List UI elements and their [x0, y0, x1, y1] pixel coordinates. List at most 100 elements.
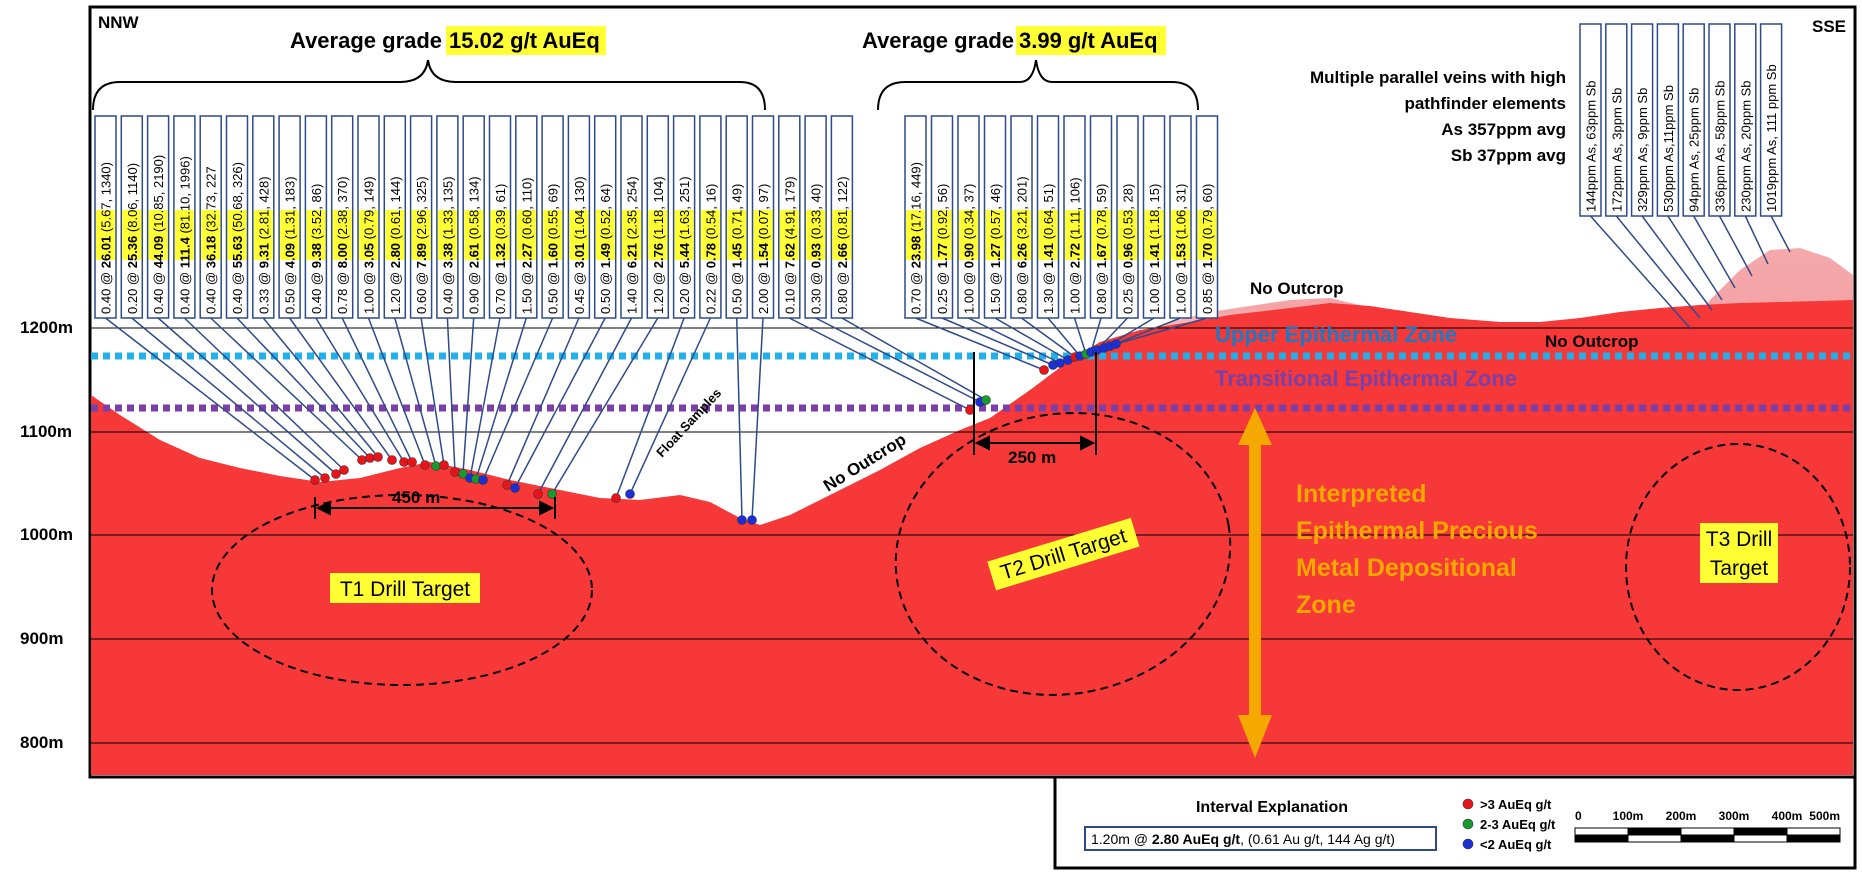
interval-grade-highlight	[227, 210, 247, 260]
interval-grade-highlight	[306, 210, 326, 260]
interval-label: 0.50 @ 4.09 (1.31, 183)	[283, 176, 298, 314]
pathfinder-box	[1734, 23, 1757, 217]
scale-segment	[1574, 834, 1629, 843]
scale-label: 500m	[1809, 809, 1840, 823]
sample-dot	[373, 452, 383, 462]
leader-line	[1115, 317, 1208, 345]
interval-label: 0.40 @ 3.38 (1.33, 135)	[440, 176, 455, 314]
leader-line	[157, 317, 337, 475]
interval-label: 1.00 @ 2.72 (1.11, 106)	[1068, 177, 1083, 314]
interval-label: 1.20 @ 2.76 (1.18, 104)	[651, 176, 666, 314]
pathfinder-label: 94ppm As, 25ppm Sb	[1687, 88, 1702, 212]
sample-dot	[439, 460, 449, 470]
interval-label: 0.60 @ 7.89 (2.96, 325)	[414, 176, 429, 314]
pathfinder-label: 172ppm As, 3ppm Sb	[1609, 88, 1624, 212]
interpreted-zone-arrow	[1238, 408, 1272, 758]
sample-dot	[611, 493, 621, 503]
leader-line	[968, 317, 1061, 364]
elevation-gridlines	[91, 327, 1853, 744]
scale-label: 300m	[1719, 809, 1750, 823]
pathfinder-box	[1579, 23, 1602, 217]
interval-grade-highlight	[1038, 210, 1058, 260]
direction-right: SSE	[1812, 17, 1846, 36]
brace-t2	[877, 59, 1199, 111]
sample-dot	[747, 515, 757, 525]
interval-label: 0.33 @ 9.31 (2.81, 428)	[256, 176, 271, 314]
sample-dot	[981, 395, 991, 405]
interval-grade-highlight	[437, 210, 457, 260]
leader-line	[1047, 317, 1081, 357]
leader-line	[262, 317, 379, 458]
t1-target-label: T1 Drill Target	[340, 578, 470, 601]
interval-label: 1.30 @ 1.41 (0.64, 51)	[1041, 184, 1056, 314]
scale-label: 400m	[1772, 809, 1803, 823]
sample-dot	[365, 453, 375, 463]
interval-grade-highlight	[595, 210, 615, 260]
interval-grade-highlight	[148, 210, 168, 260]
legend-title: Interval Explanation	[1196, 799, 1348, 816]
interval-grade-highlight	[332, 210, 352, 260]
interval-label: 1.00 @ 0.90 (0.34, 37)	[962, 184, 977, 314]
interval-grade-highlight	[122, 210, 142, 260]
leader-line	[1073, 317, 1087, 355]
svg-text:Interpreted: Interpreted	[1296, 480, 1427, 508]
scale-label: 100m	[1613, 809, 1644, 823]
interval-grade-highlight	[201, 210, 221, 260]
leader-line	[446, 317, 456, 473]
svg-text:Zone: Zone	[1296, 591, 1356, 619]
interval-grade-highlight	[1171, 210, 1190, 260]
leader-line	[367, 317, 426, 466]
interval-grade-highlight	[569, 210, 589, 260]
interval-label: 0.40 @ 44.09 (10.85, 2190)	[151, 155, 166, 314]
leader-line	[815, 317, 981, 403]
interval-grade-highlight	[959, 210, 978, 260]
interval-label: 0.40 @ 9.38 (3.52, 86)	[309, 184, 324, 314]
interval-label: 1.40 @ 6.21 (2.35, 254)	[625, 176, 640, 314]
pathfinder-leader-line	[1770, 215, 1791, 253]
interpreted-zone-text: Interpreted Epithermal Precious Metal De…	[1296, 480, 1538, 619]
leader-line	[462, 317, 475, 475]
t3-target-label-2: Target	[1710, 557, 1769, 580]
interval-grade-highlight	[1118, 210, 1137, 260]
interval-grade-highlight	[96, 210, 115, 260]
sample-dot	[431, 461, 441, 471]
sample-dot	[737, 515, 747, 525]
interval-label: 0.85 @ 1.70 (0.79, 60)	[1200, 184, 1215, 314]
interval-label: 0.80 @ 6.26 (3.21, 201)	[1015, 176, 1030, 314]
interval-label: 0.80 @ 1.67 (0.78, 59)	[1094, 184, 1109, 314]
t1-distance-marker	[314, 497, 556, 519]
group-title-t2-value: 3.99 g/t AuEq	[1019, 28, 1158, 53]
interval-label: 1.00 @ 3.05 (0.79, 149)	[362, 176, 377, 314]
scale-segment	[1680, 827, 1735, 836]
pathfinder-box	[1759, 23, 1783, 217]
legend-dot	[1462, 838, 1474, 850]
interval-label: 0.50 @ 1.60 (0.55, 69)	[546, 184, 561, 314]
sample-dot	[625, 489, 635, 499]
svg-text:Multiple parallel veins with h: Multiple parallel veins with high	[1310, 68, 1566, 87]
leader-line	[941, 317, 1054, 366]
t3-target-ellipse	[1625, 443, 1851, 691]
interval-label: 0.20 @ 5.44 (1.63, 251)	[677, 176, 692, 314]
group-title-t1-highlight	[446, 26, 606, 55]
leader-line	[751, 317, 764, 521]
leader-line	[131, 317, 326, 479]
t3-target-highlight	[1700, 523, 1778, 583]
upper-epithermal-label: Upper Epithermal Zone	[1215, 322, 1457, 347]
leader-line	[420, 317, 445, 466]
leader-line	[315, 317, 405, 463]
interval-label: 0.50 @ 1.49 (0.52, 64)	[598, 184, 613, 314]
interval-grade-highlight	[806, 210, 826, 260]
legend-example-box	[1084, 826, 1437, 851]
scale-label: 0	[1575, 809, 1582, 823]
pathfinder-leader-line	[1667, 215, 1723, 301]
interval-grade-highlight	[411, 210, 431, 260]
pathfinder-note: Multiple parallel veins with high pathfi…	[1310, 68, 1566, 165]
svg-text:pathfinder elements: pathfinder elements	[1404, 94, 1566, 113]
legend-dot	[1462, 798, 1474, 810]
interval-boxes: 0.40 @ 26.01 (5.67, 1340) 0.20 @ 25.36 (8…	[94, 115, 1219, 319]
interval-grade-highlight	[1065, 210, 1084, 260]
interval-label: 0.30 @ 0.93 (0.33, 40)	[809, 184, 824, 314]
leader-line	[788, 317, 971, 411]
no-outcrop-label-1: No Outcrop	[1250, 279, 1344, 298]
brace-t1	[92, 59, 766, 111]
